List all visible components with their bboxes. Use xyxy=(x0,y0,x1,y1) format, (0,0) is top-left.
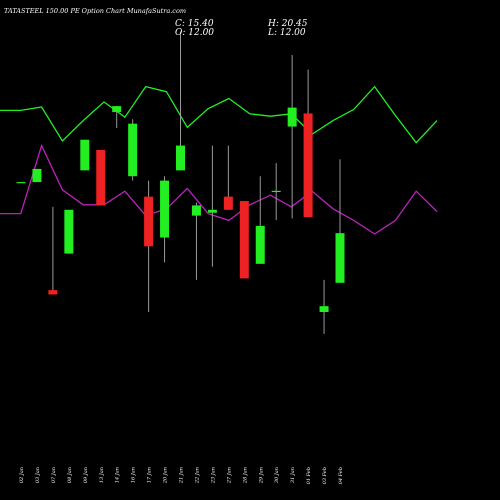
candle-body xyxy=(239,201,249,279)
x-tick-label: 03 Jan xyxy=(35,467,41,483)
candle-31-jan xyxy=(287,55,297,219)
magenta-indicator-line xyxy=(0,143,438,235)
candle-body xyxy=(287,107,297,127)
candle-body xyxy=(96,149,106,206)
x-tick-label: 04 Feb xyxy=(338,467,344,484)
high-value: H: 20.45 xyxy=(268,19,308,29)
x-tick-label: 31 Jan xyxy=(290,467,296,483)
x-tick-label: 22 Jan xyxy=(194,467,200,484)
x-tick-label: 17 Jan xyxy=(147,467,153,483)
x-tick-label: 21 Jan xyxy=(179,467,185,484)
x-tick-label: 13 Jan xyxy=(99,467,105,483)
candle-17-jan xyxy=(144,180,154,312)
candle-08-jan xyxy=(64,209,74,254)
candle-16-jan xyxy=(128,119,138,181)
candle-body xyxy=(255,225,265,264)
candle-03-feb xyxy=(319,279,329,334)
candle-body xyxy=(207,209,217,213)
x-tick-label: 16 Jan xyxy=(131,467,137,483)
candle-body xyxy=(335,233,345,283)
candle-09-jan xyxy=(80,139,90,171)
candle-body xyxy=(271,190,281,193)
candle-04-feb xyxy=(335,159,345,283)
candle-02-jan xyxy=(16,182,26,184)
candle-body xyxy=(64,209,74,254)
candle-29-jan xyxy=(255,176,265,264)
x-tick-label: 28 Jan xyxy=(242,467,248,484)
x-tick-label: 27 Jan xyxy=(226,467,232,484)
magenta-indicator-layer xyxy=(0,143,438,235)
x-tick-label: 30 Jan xyxy=(274,467,280,483)
candle-14-jan xyxy=(112,106,122,129)
candle-body xyxy=(144,196,154,247)
candle-body xyxy=(16,182,26,184)
candle-30-jan xyxy=(271,163,281,221)
candle-body xyxy=(223,196,233,210)
x-tick-label: 03 Feb xyxy=(322,467,328,484)
candle-21-jan xyxy=(176,31,185,171)
x-tick-label: 08 Jan xyxy=(67,467,73,483)
candle-body xyxy=(160,180,170,238)
candle-07-jan xyxy=(48,206,58,295)
candle-body xyxy=(80,139,90,171)
x-tick-label: 20 Jan xyxy=(163,467,169,484)
low-value: L: 12.00 xyxy=(268,28,306,38)
candle-body xyxy=(319,306,329,312)
candle-20-jan xyxy=(160,176,170,263)
green-indicator-line xyxy=(0,85,438,144)
candlestick-layer xyxy=(16,31,345,334)
candle-body xyxy=(303,113,313,218)
x-tick-label: 14 Jan xyxy=(115,467,121,483)
x-tick-label: 09 Jan xyxy=(83,467,89,483)
green-indicator-layer xyxy=(0,85,438,144)
x-axis-labels: 02 Jan 03 Jan 07 Jan 08 Jan 09 Jan 13 Jan 14 J… xyxy=(19,467,344,484)
chart-title: TATASTEEL 150.00 PE Option Chart MunafaS… xyxy=(4,7,187,15)
candle-03-jan xyxy=(32,168,42,183)
candle-body xyxy=(176,145,185,171)
candle-body xyxy=(112,106,122,112)
x-tick-label: 01 Feb xyxy=(306,467,312,484)
candle-22-jan xyxy=(191,202,201,280)
open-value: O: 12.00 xyxy=(175,28,215,38)
candle-body xyxy=(32,168,42,183)
candle-23-jan xyxy=(207,145,217,267)
x-tick-label: 07 Jan xyxy=(51,467,57,483)
candle-body xyxy=(191,205,201,216)
candle-body xyxy=(128,123,138,177)
candle-13-jan xyxy=(96,149,106,206)
candle-28-jan xyxy=(239,201,249,279)
x-tick-label: 23 Jan xyxy=(210,467,216,484)
candle-27-jan xyxy=(223,145,233,210)
x-tick-label: 02 Jan xyxy=(19,467,25,483)
close-value: C: 15.40 xyxy=(175,19,214,29)
candle-body xyxy=(48,290,58,295)
candle-01-feb xyxy=(303,69,313,218)
x-tick-label: 29 Jan xyxy=(258,467,264,484)
